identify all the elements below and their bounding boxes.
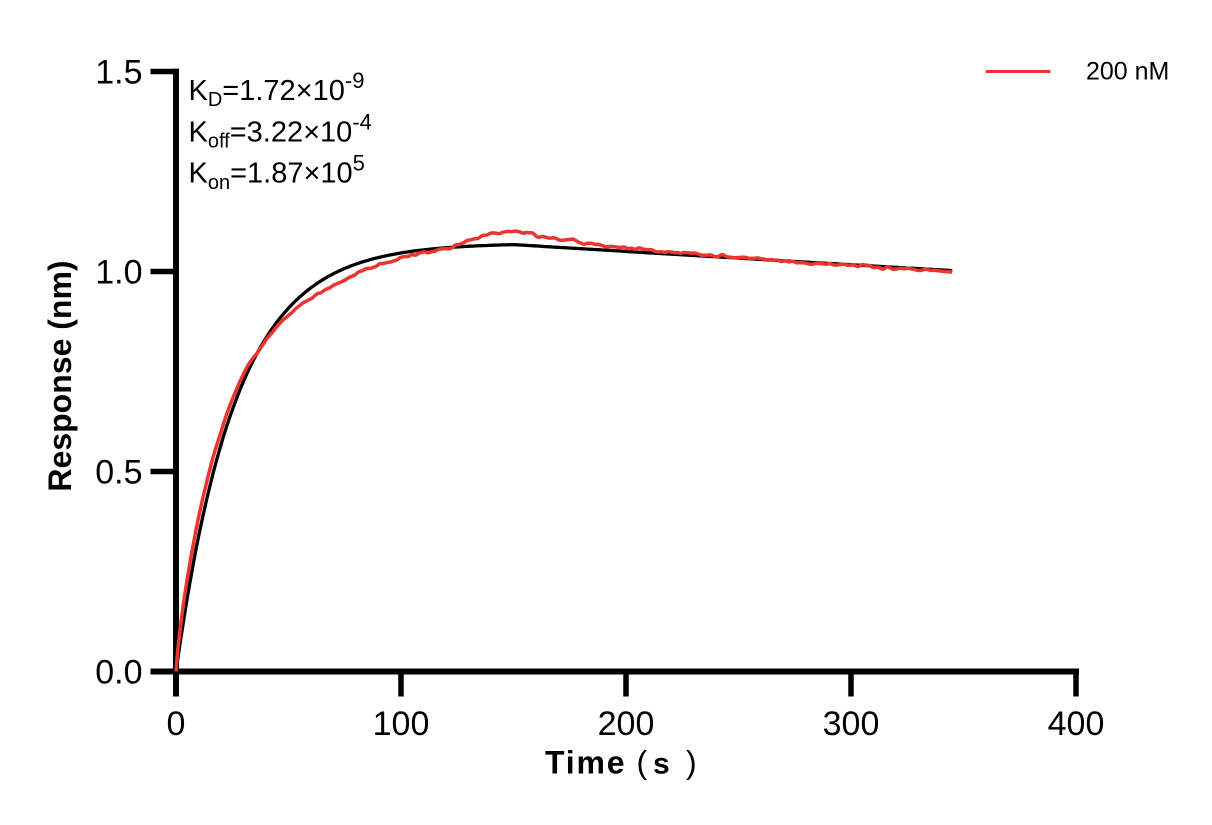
svg-text:1.5: 1.5 xyxy=(95,54,142,92)
svg-text:300: 300 xyxy=(823,705,880,743)
svg-text:s: s xyxy=(653,748,670,781)
svg-text:100: 100 xyxy=(373,705,430,743)
svg-text:0.0: 0.0 xyxy=(95,654,142,692)
svg-text:KD=1.72×10-9: KD=1.72×10-9 xyxy=(189,68,365,111)
svg-text:400: 400 xyxy=(1048,705,1105,743)
svg-text:Response (nm): Response (nm) xyxy=(42,260,78,491)
svg-text:0: 0 xyxy=(167,705,186,743)
svg-text:200 nM: 200 nM xyxy=(1086,58,1169,86)
svg-text:200: 200 xyxy=(598,705,655,743)
svg-text:(: ( xyxy=(637,745,648,781)
svg-text:Koff=3.22×10-4: Koff=3.22×10-4 xyxy=(189,109,372,152)
svg-text:Kon=1.87×105: Kon=1.87×105 xyxy=(189,151,365,194)
svg-text:Time: Time xyxy=(545,745,626,781)
svg-text:0.5: 0.5 xyxy=(95,454,142,492)
svg-text:): ) xyxy=(686,745,697,781)
svg-text:1.0: 1.0 xyxy=(95,254,142,292)
